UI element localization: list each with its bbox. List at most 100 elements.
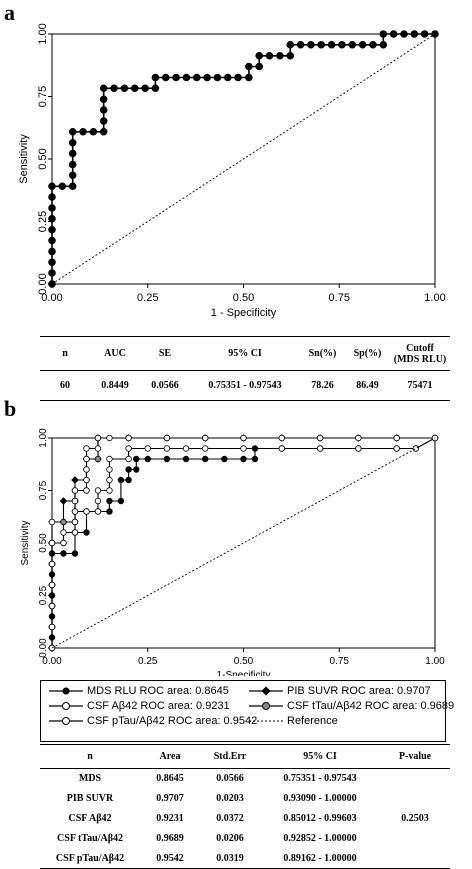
header-cell: Area (159, 751, 181, 762)
data-point (48, 269, 56, 277)
data-point (327, 40, 336, 49)
data-point (79, 127, 87, 136)
legend-swatch (249, 686, 283, 696)
data-point (151, 84, 160, 93)
y-tick-label: 1.00 (37, 23, 49, 44)
data-point (71, 508, 79, 515)
data-point (389, 30, 398, 38)
data-point (106, 466, 113, 473)
data-point (48, 182, 56, 191)
table-cell: 0.8449 (101, 380, 129, 391)
data-point (393, 445, 400, 452)
data-point (68, 149, 77, 158)
data-point (94, 487, 102, 494)
data-point (71, 476, 79, 484)
table-cell: 0.9707 (156, 793, 184, 804)
data-point (83, 529, 90, 536)
legend-item-pib: PIB SUVR ROC area: 0.9707 (249, 685, 431, 697)
data-point (83, 466, 90, 473)
legend-swatch (249, 702, 283, 710)
data-point (99, 84, 108, 93)
data-point (60, 539, 67, 547)
data-point (106, 497, 113, 505)
data-point (60, 550, 67, 557)
data-point (245, 62, 253, 71)
legend-label: MDS RLU ROC area: 0.8645 (87, 685, 229, 697)
data-point (221, 455, 228, 463)
header-cell: Cutoff (MDS RLU) (393, 342, 447, 365)
data-point (144, 445, 151, 452)
data-point (89, 127, 98, 136)
data-point (141, 84, 149, 93)
data-point (379, 30, 388, 38)
data-point (71, 487, 79, 494)
header-cell: Sn(%) (308, 348, 337, 359)
data-point (192, 73, 201, 82)
table-cell: 0.8645 (156, 773, 184, 785)
data-point (161, 73, 170, 82)
x-tick-label: 0.50 (234, 656, 254, 667)
header-cell: P-value (398, 751, 432, 762)
legend-swatch (49, 717, 83, 725)
data-point (201, 434, 209, 442)
data-point (99, 117, 108, 125)
data-point (94, 434, 102, 442)
data-point (125, 455, 132, 463)
data-point (163, 455, 171, 463)
data-point (48, 247, 56, 256)
panel-b: b 0.00 0.25 0.50 0.75 1.00 0.00 0.25 0.50 0.75 1.… (0, 396, 472, 869)
x-tick-label: 0.00 (42, 656, 62, 667)
data-point (251, 455, 259, 463)
data-point (48, 214, 56, 223)
header-cell: 95% CI (228, 348, 262, 359)
data-point (307, 40, 315, 49)
data-point (120, 84, 129, 93)
table-header-row: n Area Std.Err 95% CI P-value (40, 744, 450, 769)
legend: MDS RLU ROC area: 0.8645 PIB SUVR ROC ar… (40, 680, 454, 742)
table-row: MDS 0.8645 0.0566 0.75351 - 0.97543 0.25… (40, 769, 450, 824)
x-tick-label: 0.75 (329, 292, 350, 304)
data-point (106, 487, 113, 494)
data-point (106, 476, 113, 484)
data-point (117, 497, 125, 505)
data-point (71, 550, 79, 557)
data-point (83, 476, 90, 484)
data-point (94, 445, 102, 452)
data-point (48, 225, 56, 234)
data-point (400, 30, 408, 38)
data-point (71, 497, 79, 505)
data-point (317, 40, 326, 49)
y-tick-label: 0.00 (37, 273, 49, 294)
data-point (410, 30, 419, 38)
header-cell: 95% CI (303, 751, 337, 762)
y-axis-label: Sensitivity (20, 520, 31, 565)
data-point (71, 529, 79, 536)
data-point (151, 73, 160, 82)
p-value-cell: 0.2503 (401, 813, 429, 824)
data-point (99, 95, 108, 104)
data-point (420, 30, 429, 38)
y-tick-label: 0.75 (38, 480, 49, 500)
roc-chart-b: 0.00 0.25 0.50 0.75 1.00 0.00 0.25 0.50 0.75 1.00… (20, 428, 445, 676)
panel-a-table: n AUC SE 95% CI Sn(%) Sp(%) Cutoff (MDS … (40, 336, 450, 401)
data-point (130, 84, 139, 93)
table-cell: 86.49 (356, 380, 379, 391)
data-point (358, 40, 367, 49)
data-point (201, 455, 209, 463)
data-point (240, 455, 247, 463)
table-cell: CSF Aβ42 (68, 813, 112, 824)
data-point (106, 434, 113, 442)
data-point (316, 445, 324, 452)
legend-swatch (49, 687, 83, 695)
table-cell: 0.0203 (216, 793, 244, 804)
data-point (99, 106, 108, 114)
x-tick-label: 0.25 (137, 292, 158, 304)
data-point (213, 73, 222, 82)
x-tick-label: 1.00 (424, 292, 445, 304)
table-cell: 0.9689 (156, 833, 184, 844)
data-point (240, 434, 247, 442)
data-point (117, 476, 125, 484)
table-header-row: n AUC SE 95% CI Sn(%) Sp(%) Cutoff (MDS … (40, 336, 450, 371)
data-point (48, 539, 56, 547)
table-cell: PIB SUVR (66, 793, 114, 804)
